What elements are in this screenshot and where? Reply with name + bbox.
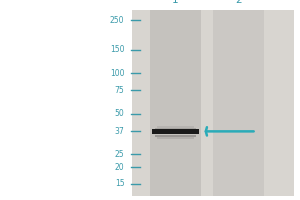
Bar xyxy=(154,128,196,130)
Bar xyxy=(150,10,201,196)
Text: 25: 25 xyxy=(115,150,124,159)
Text: 75: 75 xyxy=(115,86,124,95)
Text: 15: 15 xyxy=(115,180,124,188)
Text: 150: 150 xyxy=(110,45,124,54)
Bar xyxy=(152,129,199,134)
Bar xyxy=(154,135,196,137)
Bar xyxy=(132,10,294,196)
Text: 250: 250 xyxy=(110,16,124,25)
Text: 37: 37 xyxy=(115,127,124,136)
Bar xyxy=(157,137,194,139)
Bar xyxy=(213,10,264,196)
Text: 100: 100 xyxy=(110,69,124,78)
Bar xyxy=(157,126,194,128)
Text: 1: 1 xyxy=(172,0,179,5)
Text: 20: 20 xyxy=(115,163,124,172)
Text: 2: 2 xyxy=(235,0,242,5)
Text: 50: 50 xyxy=(115,109,124,118)
